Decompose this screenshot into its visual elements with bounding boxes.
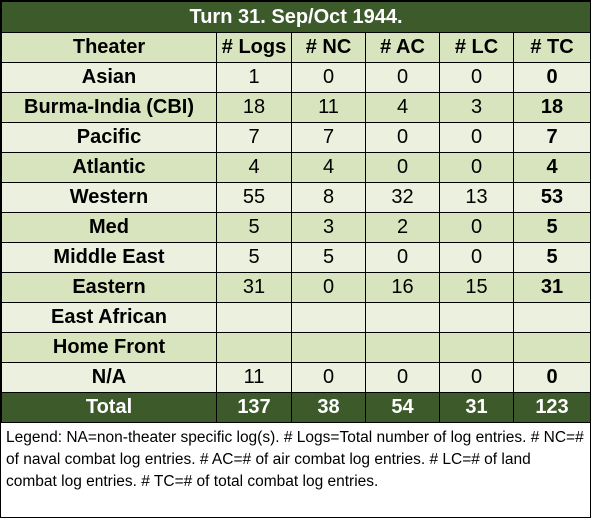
table-title: Turn 31. Sep/Oct 1944. bbox=[0, 1, 591, 33]
tc-cell: 5 bbox=[512, 212, 591, 243]
tc-cell: 18 bbox=[512, 92, 591, 123]
lc-cell: 13 bbox=[439, 182, 514, 213]
theater-cell: Asian bbox=[1, 62, 217, 93]
theater-cell: East African bbox=[1, 302, 217, 333]
ac-cell: 4 bbox=[365, 92, 440, 123]
lc-cell bbox=[439, 332, 514, 363]
nc-cell: 7 bbox=[291, 122, 366, 153]
logs-cell: 7 bbox=[216, 122, 292, 153]
header-nc: # NC bbox=[291, 32, 366, 63]
theater-cell: Eastern bbox=[1, 272, 217, 303]
header-tc: # TC bbox=[512, 32, 591, 63]
tc-cell: 4 bbox=[512, 152, 591, 183]
lc-cell: 0 bbox=[439, 152, 514, 183]
header-theater: Theater bbox=[1, 32, 217, 63]
ac-cell: 0 bbox=[365, 242, 440, 273]
nc-cell: 0 bbox=[291, 362, 366, 393]
lc-cell: 0 bbox=[439, 362, 514, 393]
nc-cell bbox=[291, 332, 366, 363]
ac-cell: 0 bbox=[365, 152, 440, 183]
theater-cell: Med bbox=[1, 212, 217, 243]
table-row: Burma-India (CBI) 18 11 4 3 18 bbox=[1, 92, 591, 123]
lc-cell: 0 bbox=[439, 122, 514, 153]
table-row: East African bbox=[1, 302, 591, 333]
lc-cell bbox=[439, 302, 514, 333]
ac-cell bbox=[365, 332, 440, 363]
theater-cell: Western bbox=[1, 182, 217, 213]
table-row: N/A 11 0 0 0 0 bbox=[1, 362, 591, 393]
tc-cell: 0 bbox=[512, 362, 591, 393]
nc-cell: 8 bbox=[291, 182, 366, 213]
table-row: Middle East 5 5 0 0 5 bbox=[1, 242, 591, 273]
ac-cell: 0 bbox=[365, 62, 440, 93]
tc-cell: 53 bbox=[512, 182, 591, 213]
logs-cell: 55 bbox=[216, 182, 292, 213]
ac-cell: 32 bbox=[365, 182, 440, 213]
theater-cell: Atlantic bbox=[1, 152, 217, 183]
lc-cell: 0 bbox=[439, 62, 514, 93]
ac-cell: 0 bbox=[365, 122, 440, 153]
logs-cell: 5 bbox=[216, 242, 292, 273]
table-row: Med 5 3 2 0 5 bbox=[1, 212, 591, 243]
logs-cell: 31 bbox=[216, 272, 292, 303]
table-row: Atlantic 4 4 0 0 4 bbox=[1, 152, 591, 183]
logs-cell: 4 bbox=[216, 152, 292, 183]
header-lc: # LC bbox=[439, 32, 514, 63]
theater-cell: Pacific bbox=[1, 122, 217, 153]
ac-cell bbox=[365, 302, 440, 333]
tc-cell: 5 bbox=[512, 242, 591, 273]
theater-cell: N/A bbox=[1, 362, 217, 393]
title-row: Turn 31. Sep/Oct 1944. bbox=[0, 1, 591, 33]
nc-cell: 3 bbox=[291, 212, 366, 243]
logs-cell: 11 bbox=[216, 362, 292, 393]
nc-cell: 0 bbox=[291, 272, 366, 303]
total-row: Total 137 38 54 31 123 bbox=[1, 392, 591, 423]
tc-cell: 7 bbox=[512, 122, 591, 153]
lc-cell: 15 bbox=[439, 272, 514, 303]
ac-cell: 2 bbox=[365, 212, 440, 243]
theater-cell: Burma-India (CBI) bbox=[1, 92, 217, 123]
tc-cell: 0 bbox=[512, 62, 591, 93]
legend-text: Legend: NA=non-theater specific log(s). … bbox=[6, 429, 584, 490]
table-row: Eastern 31 0 16 15 31 bbox=[1, 272, 591, 303]
ac-cell: 0 bbox=[365, 362, 440, 393]
lc-cell: 0 bbox=[439, 242, 514, 273]
total-ac: 54 bbox=[365, 392, 440, 423]
nc-cell: 5 bbox=[291, 242, 366, 273]
lc-cell: 3 bbox=[439, 92, 514, 123]
tc-cell bbox=[512, 302, 591, 333]
total-logs: 137 bbox=[216, 392, 292, 423]
nc-cell: 11 bbox=[291, 92, 366, 123]
log-summary-table: Turn 31. Sep/Oct 1944. Theater # Logs # … bbox=[0, 1, 591, 423]
table-row: Pacific 7 7 0 0 7 bbox=[1, 122, 591, 153]
nc-cell: 0 bbox=[291, 62, 366, 93]
logs-cell: 18 bbox=[216, 92, 292, 123]
logs-cell bbox=[216, 302, 292, 333]
header-logs: # Logs bbox=[216, 32, 292, 63]
theater-cell: Home Front bbox=[1, 332, 217, 363]
theater-cell: Middle East bbox=[1, 242, 217, 273]
total-label: Total bbox=[1, 392, 217, 423]
header-ac: # AC bbox=[365, 32, 440, 63]
total-nc: 38 bbox=[291, 392, 366, 423]
total-tc: 123 bbox=[512, 392, 591, 423]
table-row: Asian 1 0 0 0 0 bbox=[1, 62, 591, 93]
logs-cell bbox=[216, 332, 292, 363]
nc-cell: 4 bbox=[291, 152, 366, 183]
header-row: Theater # Logs # NC # AC # LC # TC bbox=[1, 32, 591, 63]
table-row: Western 55 8 32 13 53 bbox=[1, 182, 591, 213]
tc-cell: 31 bbox=[512, 272, 591, 303]
lc-cell: 0 bbox=[439, 212, 514, 243]
table-row: Home Front bbox=[1, 332, 591, 363]
ac-cell: 16 bbox=[365, 272, 440, 303]
logs-cell: 1 bbox=[216, 62, 292, 93]
nc-cell bbox=[291, 302, 366, 333]
tc-cell bbox=[512, 332, 591, 363]
total-lc: 31 bbox=[439, 392, 514, 423]
logs-cell: 5 bbox=[216, 212, 292, 243]
